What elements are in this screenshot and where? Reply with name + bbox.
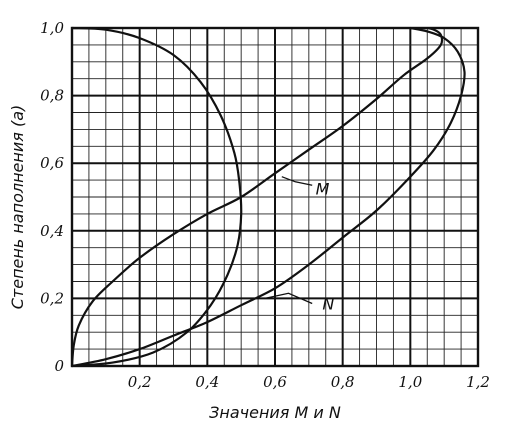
curve-label-m: M xyxy=(316,180,330,199)
x-axis-label: Значения M и N xyxy=(209,403,341,422)
curve-unlabeled xyxy=(71,26,243,368)
x-tick-label: 0,8 xyxy=(331,373,355,391)
leader-line xyxy=(281,176,313,186)
leader-line xyxy=(264,292,313,305)
grid xyxy=(72,28,478,366)
y-tick-label: 0 xyxy=(54,357,64,375)
curve-label-n: N xyxy=(322,294,334,313)
curves xyxy=(70,26,466,368)
y-tick-label: 1,0 xyxy=(40,19,64,37)
curve-n xyxy=(71,26,466,368)
x-tick-label: 0,2 xyxy=(128,373,152,391)
curve-labels: MN xyxy=(264,176,334,313)
x-tick-label: 0,6 xyxy=(263,373,287,391)
y-tick-label: 0,8 xyxy=(40,87,64,105)
x-tick-label: 1,0 xyxy=(398,373,422,391)
y-tick-label: 0,6 xyxy=(40,154,64,172)
y-tick-label: 0,4 xyxy=(40,222,64,240)
y-tick-label: 0,2 xyxy=(40,289,64,307)
plot-frame xyxy=(70,26,480,368)
tick-labels: 0,2 0,4 0,6 0,8 1,0 1,2 0 0,2 0,4 0,6 0,8 1,0 xyxy=(40,19,490,391)
x-tick-label: 0,4 xyxy=(195,373,219,391)
y-axis-label: Степень наполнения (a) xyxy=(8,105,27,310)
x-tick-label: 1,2 xyxy=(466,373,490,391)
curve-m xyxy=(70,26,444,367)
